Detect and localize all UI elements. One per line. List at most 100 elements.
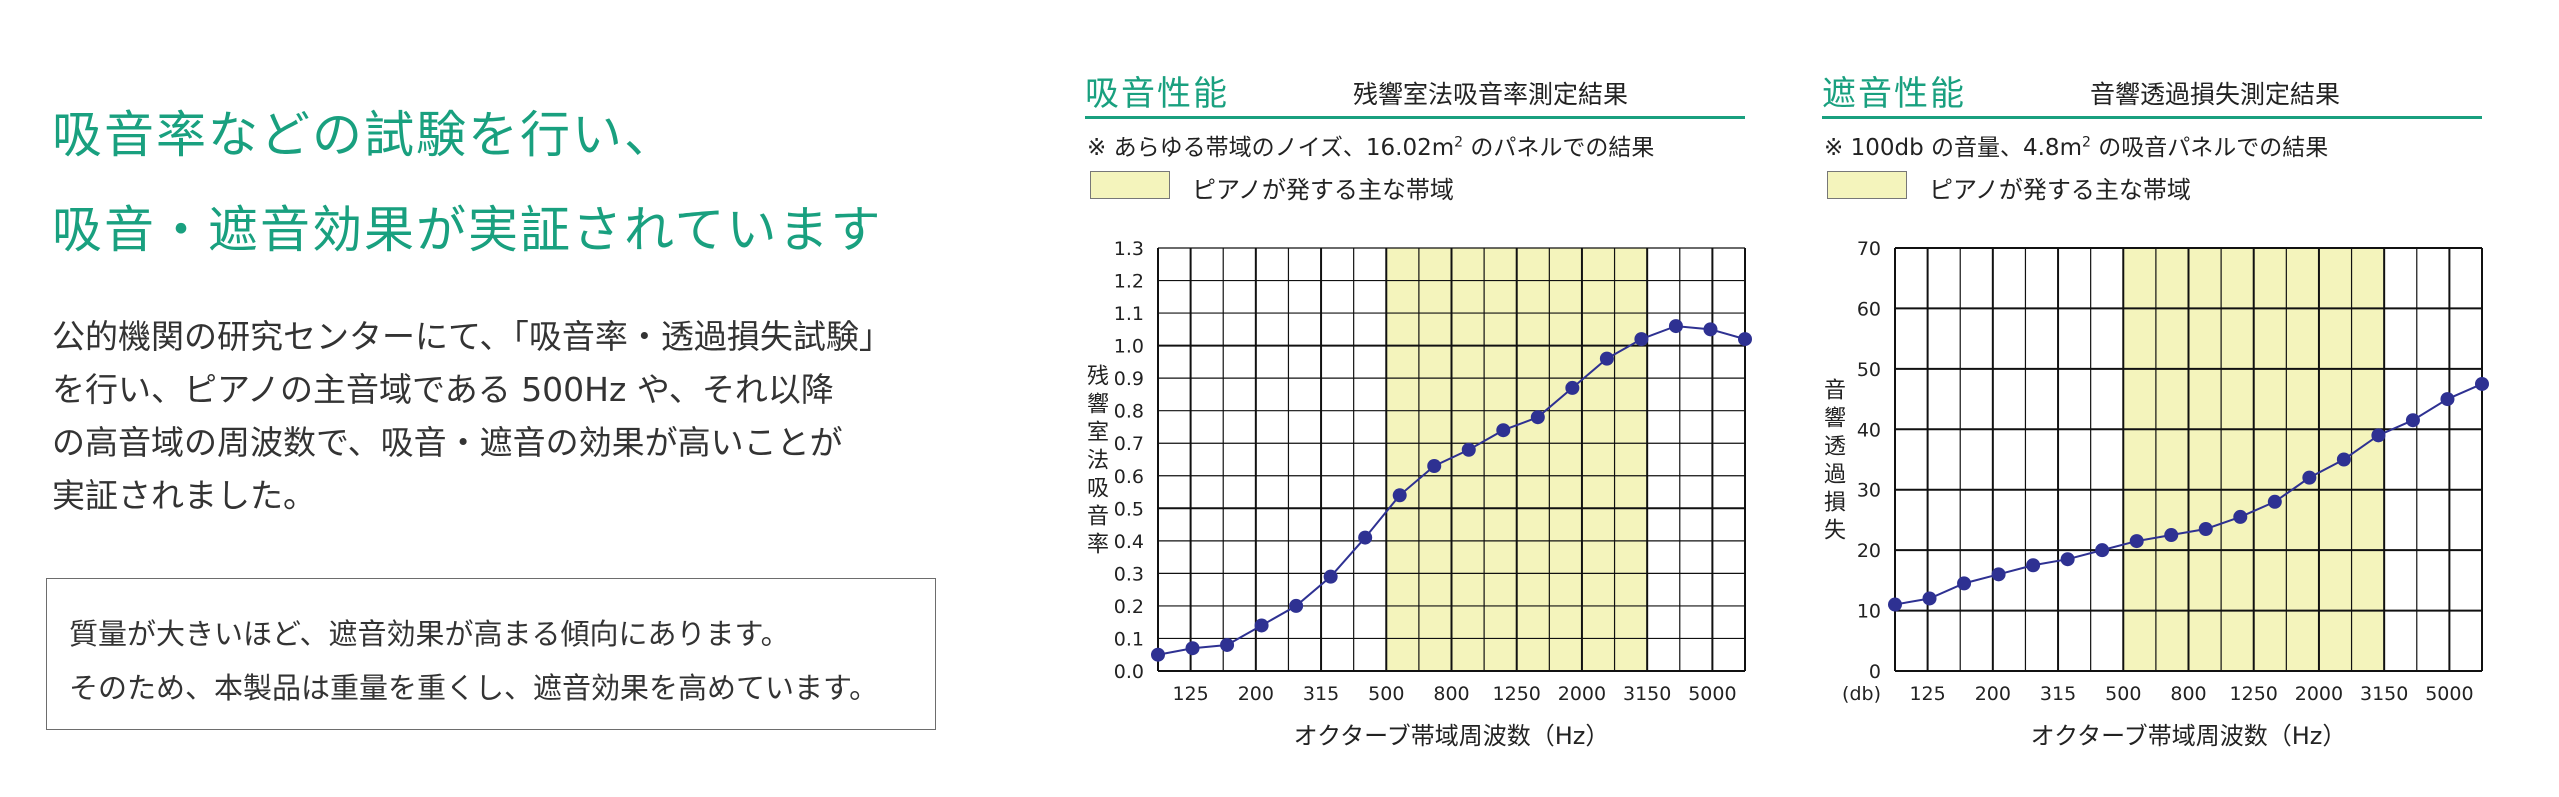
y-axis-label-char: 透 <box>1824 435 1846 460</box>
y-tick-label: 1.3 <box>1114 238 1144 260</box>
x-tick-label: 200 <box>1238 683 1274 705</box>
x-axis-label: オクターブ帯域周波数（Hz） <box>1294 722 1610 750</box>
chart-note-prefix: ※ あらゆる帯域のノイズ、16.02m <box>1087 135 1455 161</box>
x-tick-label: 500 <box>1368 683 1404 705</box>
data-point <box>1957 576 1972 591</box>
x-tick-label: 315 <box>1303 683 1339 705</box>
y-tick-label: 0.2 <box>1114 596 1144 618</box>
data-point <box>2302 470 2317 485</box>
y-tick-label: 0.9 <box>1114 368 1144 390</box>
y-axis-label-char: 残 <box>1087 365 1109 390</box>
note-box: 質量が大きいほど、遮音効果が高まる傾向にあります。 そのため、本製品は重量を重く… <box>46 578 936 730</box>
chart-note-suffix: のパネルでの結果 <box>1463 135 1655 161</box>
chart-title-rule <box>1822 116 2482 119</box>
x-tick-label: 3150 <box>1623 683 1671 705</box>
chart-subtitle: 残響室法吸音率測定結果 <box>1353 80 1629 109</box>
body-text: 公的機関の研究センターにて、「吸音率・透過損失試験」 を行い、ピアノの主音域であ… <box>52 310 982 522</box>
data-point <box>1530 410 1545 425</box>
chart-note-sup: 2 <box>1454 134 1464 151</box>
data-point <box>1738 332 1752 347</box>
legend-swatch <box>1090 171 1170 199</box>
x-tick-label: 800 <box>2170 683 2206 705</box>
data-point <box>2060 552 2075 567</box>
data-point <box>2026 558 2041 573</box>
chart-note: ※ 100db の音量、4.8m2 の吸音パネルでの結果 <box>1824 128 2328 162</box>
data-point <box>2164 528 2179 543</box>
chart-note-prefix: ※ 100db の音量、4.8m <box>1824 135 2082 161</box>
legend-label: ピアノが発する主な帯域 <box>1929 176 2191 204</box>
data-point <box>2371 428 2386 443</box>
data-point <box>1358 530 1373 545</box>
x-tick-label: 500 <box>2105 683 2141 705</box>
x-tick-label: 125 <box>1909 683 1945 705</box>
data-point <box>2405 413 2420 428</box>
data-point <box>1392 488 1407 503</box>
data-point <box>2129 534 2144 549</box>
y-tick-label: 0.1 <box>1114 628 1144 650</box>
data-point <box>1254 618 1269 633</box>
data-point <box>1991 567 2006 582</box>
data-point <box>1185 641 1200 656</box>
y-axis-label-char: 損 <box>1824 491 1846 516</box>
body-line: 実証されました。 <box>52 476 316 515</box>
x-tick-label: 1250 <box>1493 683 1541 705</box>
y-tick-label: 1.2 <box>1114 271 1144 293</box>
absorption-plot: 0.0 0.1 0.2 0.3 0.4 0.5 0.6 0.7 0.8 0.9 1.0 1.1 1.2 1… <box>1087 238 1752 750</box>
data-point <box>1427 459 1442 474</box>
x-tick-label: 315 <box>2040 683 2076 705</box>
body-line: の高音域の周波数で、吸音・遮音の効果が高いことが <box>52 423 843 462</box>
chart-title-rule <box>1085 116 1745 119</box>
y-tick-label: 1.1 <box>1114 303 1144 325</box>
x-tick-label: 2000 <box>1558 683 1606 705</box>
data-point <box>1634 332 1649 347</box>
absorption-chart-panel: 吸音性能 残響室法吸音率測定結果 ※ あらゆる帯域のノイズ、16.02m2 のパ… <box>1085 66 1755 786</box>
headline-line-1: 吸音率などの試験を行い、 <box>52 106 676 164</box>
data-point <box>2095 543 2110 558</box>
data-point <box>1151 647 1165 662</box>
y-axis-label-char: 失 <box>1824 519 1846 544</box>
data-point <box>1703 322 1718 337</box>
transmission-plot: 0 10 20 30 40 50 60 70 (db) 125 200 315 500 800 1250 20… <box>1824 238 2489 750</box>
y-tick-label: 0.7 <box>1114 433 1144 455</box>
data-point <box>1888 597 1902 612</box>
y-axis-label-char: 音 <box>1824 379 1846 404</box>
y-axis-label-char: 音 <box>1087 505 1109 530</box>
x-tick-label: 3150 <box>2360 683 2408 705</box>
headline-line-2: 吸音・遮音効果が実証されています <box>52 201 883 259</box>
y-tick-label: 50 <box>1857 359 1881 381</box>
y-axis-label-char: 吸 <box>1087 477 1109 502</box>
y-tick-label: 20 <box>1857 540 1881 562</box>
note-line: 質量が大きいほど、遮音効果が高まる傾向にあります。 <box>69 617 790 651</box>
chart-title: 吸音性能 <box>1085 74 1229 114</box>
note-line: そのため、本製品は重量を重くし、遮音効果を高めています。 <box>69 671 879 705</box>
x-axis-label: オクターブ帯域周波数（Hz） <box>2031 722 2347 750</box>
data-point <box>1220 637 1235 652</box>
y-tick-label: 0.4 <box>1114 531 1144 553</box>
y-axis-label-char: 響 <box>1087 393 1109 418</box>
y-axis-label-char: 響 <box>1824 407 1846 432</box>
y-tick-label: 0.0 <box>1114 661 1144 683</box>
y-tick-label: 0.5 <box>1114 498 1144 520</box>
transmission-chart-panel: 遮音性能 音響透過損失測定結果 ※ 100db の音量、4.8m2 の吸音パネル… <box>1822 66 2492 786</box>
body-line: を行い、ピアノの主音域である 500Hz や、それ以降 <box>52 370 834 409</box>
data-point <box>2475 376 2489 391</box>
chart-subtitle: 音響透過損失測定結果 <box>2090 80 2341 109</box>
y-tick-label: 0.8 <box>1114 401 1144 423</box>
y-tick-label: 10 <box>1857 601 1881 623</box>
x-tick-label: 2000 <box>2295 683 2343 705</box>
data-point <box>2233 509 2248 524</box>
y-axis-label-char: 法 <box>1087 449 1109 474</box>
data-point <box>1323 569 1338 584</box>
data-point <box>1461 442 1476 457</box>
y-tick-label: 0 <box>1869 661 1881 683</box>
data-point <box>1599 351 1614 366</box>
data-point <box>1496 423 1511 438</box>
y-axis-label-char: 過 <box>1824 463 1846 488</box>
y-tick-label: 60 <box>1857 298 1881 320</box>
x-tick-label: 200 <box>1975 683 2011 705</box>
y-tick-label: 30 <box>1857 480 1881 502</box>
chart-note: ※ あらゆる帯域のノイズ、16.02m2 のパネルでの結果 <box>1087 128 1654 162</box>
y-axis-label-char: 室 <box>1087 421 1109 446</box>
x-tick-label: 1250 <box>2230 683 2278 705</box>
y-unit-label: (db) <box>1842 683 1881 705</box>
